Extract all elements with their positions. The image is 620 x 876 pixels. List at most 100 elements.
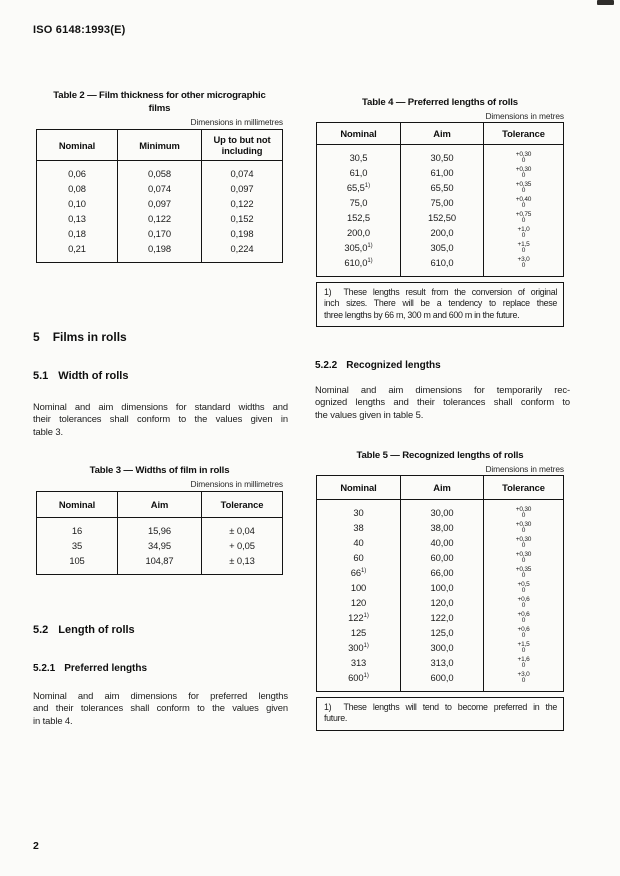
table3-header-nominal: Nominal — [36, 491, 118, 518]
table-cell: 15,96 — [117, 517, 202, 538]
nominal-cell: 30,5 — [349, 152, 368, 163]
table-row: 0,13 0,122 0,152 — [37, 211, 283, 226]
footnote-marker: 1) — [363, 672, 369, 679]
nominal-cell: 30 — [353, 507, 364, 518]
tolerance-cell: +1,5 0 — [483, 240, 564, 255]
nominal-cell: 38 — [353, 522, 364, 533]
aim-cell: 75,00 — [400, 195, 484, 210]
footnote-marker: 1) — [367, 257, 373, 264]
aim-cell: 30,50 — [400, 144, 484, 165]
text-line: the values given in table 5. — [315, 408, 424, 420]
text-line: in table 4. — [33, 714, 73, 726]
table-cell: 0,198 — [117, 241, 202, 263]
text-line: future. — [324, 713, 348, 724]
section-5-2-1-heading: 5.2.1 Preferred lengths — [33, 663, 147, 674]
table4-footnote: 1) These lengths result from the convers… — [316, 282, 564, 327]
footnote-marker: 1) — [367, 242, 373, 249]
section-5-2-title: Length of rolls — [58, 624, 135, 636]
footnote-marker: 1) — [364, 182, 371, 189]
table5-header-tolerance: Tolerance — [483, 475, 564, 500]
table-cell: + 0,05 — [201, 538, 283, 553]
tolerance-cell: +0,35 0 — [483, 565, 564, 580]
table-cell: 0,074 — [201, 160, 283, 181]
nominal-cell: 305,01) — [344, 242, 373, 253]
table-cell: 0,170 — [117, 226, 202, 241]
nominal-cell: 3001) — [348, 642, 369, 653]
aim-cell: 65,50 — [400, 180, 484, 195]
section-5-2-2-paragraph: Nominal and aim dimensions for temporari… — [315, 384, 570, 421]
tolerance-cell: +3,0 0 — [483, 255, 564, 277]
table-cell: 0,198 — [201, 226, 283, 241]
aim-cell: 40,00 — [400, 535, 484, 550]
table5-title: Table 5 — Recognized lengths of rolls — [356, 450, 524, 461]
table2-block: Table 2 — Film thickness for other micro… — [36, 89, 283, 263]
table3-header-tolerance: Tolerance — [201, 491, 283, 518]
table2-header-nominal: Nominal — [36, 129, 118, 161]
tolerance-cell: +0,30 0 — [483, 550, 564, 565]
nominal-cell: 60 — [353, 552, 364, 563]
aim-cell: 125,0 — [400, 625, 484, 640]
table-row: 152,5 152,50 +0,75 0 — [317, 210, 564, 225]
aim-cell: 120,0 — [400, 595, 484, 610]
table-row: 40 40,00 +0,30 0 — [317, 535, 564, 550]
tolerance-cell: +0,5 0 — [483, 580, 564, 595]
nominal-cell: 61,0 — [349, 167, 368, 178]
aim-cell: 305,0 — [400, 240, 484, 255]
table5: Nominal Aim Tolerance 30 30,00 +0,30 0 38 38,… — [316, 475, 564, 692]
table3-dimensions-note: Dimensions in millimetres — [190, 479, 284, 489]
standard-reference-header: ISO 6148:1993(E) — [33, 24, 126, 36]
table5-header-row: Nominal Aim Tolerance — [316, 475, 564, 500]
table-cell: 0,06 — [68, 168, 86, 179]
section-5-2-1-number: 5.2.1 — [33, 663, 56, 674]
section-5-2-2-number: 5.2.2 — [315, 360, 338, 371]
table-row: 60 60,00 +0,30 0 — [317, 550, 564, 565]
table-row: 120 120,0 +0,6 0 — [317, 595, 564, 610]
table3: Nominal Aim Tolerance 16 15,96 ± 0,04 35 34,… — [36, 491, 283, 575]
table-row: 30 30,00 +0,30 0 — [317, 499, 564, 520]
nominal-cell: 152,5 — [347, 212, 370, 223]
table2-header-row: Nominal Minimum Up to but not including — [36, 129, 283, 161]
tolerance-cell: +0,30 0 — [483, 535, 564, 550]
table-row: 661) 66,00 +0,35 0 — [317, 565, 564, 580]
aim-cell: 152,50 — [400, 210, 484, 225]
section-5-1-title: Width of rolls — [58, 370, 129, 382]
tolerance-cell: +0,40 0 — [483, 195, 564, 210]
table3-block: Table 3 — Widths of film in rolls Dimens… — [36, 464, 283, 575]
aim-cell: 610,0 — [400, 255, 484, 277]
text-line: ognized lengths and their tolerances sha… — [315, 396, 570, 408]
tolerance-cell: +0,6 0 — [483, 595, 564, 610]
nominal-cell: 75,0 — [349, 197, 368, 208]
aim-cell: 61,00 — [400, 165, 484, 180]
table-cell: 34,95 — [117, 538, 202, 553]
text-line: Nominal and aim dimensions for standard … — [33, 401, 288, 412]
table-row: 75,0 75,00 +0,40 0 — [317, 195, 564, 210]
tolerance-cell: +0,30 0 — [483, 499, 564, 520]
tolerance-cell: +0,35 0 — [483, 180, 564, 195]
table-cell: 0,097 — [117, 196, 202, 211]
section-5-title: Films in rolls — [52, 330, 127, 344]
tolerance-cell: +1,6 0 — [483, 655, 564, 670]
section-5-heading: 5 Films in rolls — [33, 330, 127, 344]
tolerance-cell: +3,0 0 — [483, 670, 564, 692]
aim-cell: 300,0 — [400, 640, 484, 655]
table-row: 200,0 200,0 +1,0 0 — [317, 225, 564, 240]
text-line: and their tolerances shall conform to th… — [33, 702, 288, 714]
table-cell: 0,08 — [68, 183, 86, 194]
table2-dimensions-note: Dimensions in millimetres — [190, 117, 284, 127]
aim-cell: 60,00 — [400, 550, 484, 565]
nominal-cell: 6001) — [348, 672, 369, 683]
table-cell: 16 — [71, 525, 83, 536]
page-number: 2 — [33, 840, 39, 852]
aim-cell: 100,0 — [400, 580, 484, 595]
section-5-2-1-paragraph: Nominal and aim dimensions for preferred… — [33, 690, 288, 727]
text-line: three lengths by 66 m, 300 m and 600 m i… — [324, 309, 520, 320]
section-5-number: 5 — [33, 330, 40, 344]
table-cell: ± 0,13 — [201, 553, 283, 575]
tolerance-cell: +1,0 0 — [483, 225, 564, 240]
table-cell: 0,058 — [117, 160, 202, 181]
table-row: 100 100,0 +0,5 0 — [317, 580, 564, 595]
section-5-1-paragraph: Nominal and aim dimensions for standard … — [33, 401, 288, 438]
table-row: 6001) 600,0 +3,0 0 — [317, 670, 564, 692]
table-row: 30,5 30,50 +0,30 0 — [317, 144, 564, 165]
